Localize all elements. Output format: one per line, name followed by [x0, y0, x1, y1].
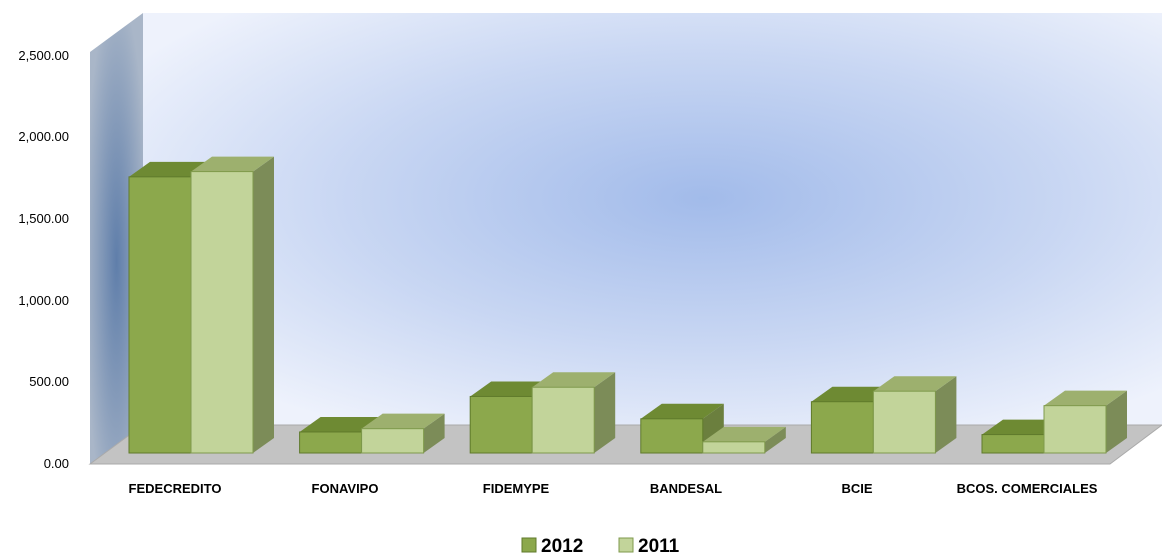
y-tick-label: 500.00 — [29, 374, 69, 389]
x-tick-label: BANDESAL — [650, 481, 722, 496]
bar-top — [640, 403, 724, 419]
bar-2012-3 — [640, 418, 704, 454]
y-tick-label: 2,000.00 — [18, 129, 69, 144]
bar-top — [1044, 390, 1127, 406]
bar-top — [361, 413, 445, 429]
bar-2011-4 — [872, 390, 936, 454]
bar-2012-5 — [981, 434, 1045, 454]
y-tick-label: 1,000.00 — [18, 293, 69, 308]
x-tick-label: FIDEMYPE — [483, 481, 550, 496]
x-tick-label: FEDECREDITO — [129, 481, 222, 496]
bar-top — [191, 156, 274, 172]
x-tick-label: FONAVIPO — [312, 481, 379, 496]
x-tick-label: BCIE — [841, 481, 872, 496]
bar-2011-1 — [361, 428, 425, 454]
bar-side — [423, 413, 445, 453]
legend-label-2011: 2011 — [638, 536, 680, 554]
bar-2011-2 — [531, 386, 595, 454]
chart-back-wall — [143, 13, 1162, 425]
y-tick-label: 1,500.00 — [18, 211, 69, 226]
bar-2011-0 — [190, 171, 254, 454]
y-axis-ticks: 0.00 500.00 1,000.00 1,500.00 2,000.00 2… — [18, 48, 69, 471]
bars-layer — [128, 156, 1127, 454]
bar-top — [702, 426, 786, 442]
bar-side — [253, 156, 274, 453]
legend-swatch-2012 — [521, 537, 537, 553]
bar-top — [532, 372, 616, 388]
legend-label-2012: 2012 — [541, 536, 583, 554]
legend-swatch-2011 — [618, 537, 634, 553]
bar-side — [594, 372, 616, 453]
bar-2012-2 — [469, 395, 533, 454]
legend: 2012 2011 — [521, 536, 680, 554]
y-tick-label: 0.00 — [44, 456, 69, 471]
y-tick-label: 2,500.00 — [18, 48, 69, 63]
bar-top — [873, 376, 957, 392]
bar-2012-1 — [299, 431, 363, 454]
bar-2012-0 — [128, 176, 192, 454]
bar-side — [935, 376, 957, 453]
x-tick-label: BCOS. COMERCIALES — [957, 481, 1098, 496]
bar-side — [1106, 390, 1127, 453]
bar-2011-3 — [702, 441, 766, 454]
bar-2012-4 — [810, 401, 874, 454]
bar-2011-5 — [1043, 405, 1107, 454]
x-axis-ticks: FEDECREDITO FONAVIPO FIDEMYPE BANDESAL B… — [129, 481, 1098, 496]
bar-side — [764, 426, 786, 453]
